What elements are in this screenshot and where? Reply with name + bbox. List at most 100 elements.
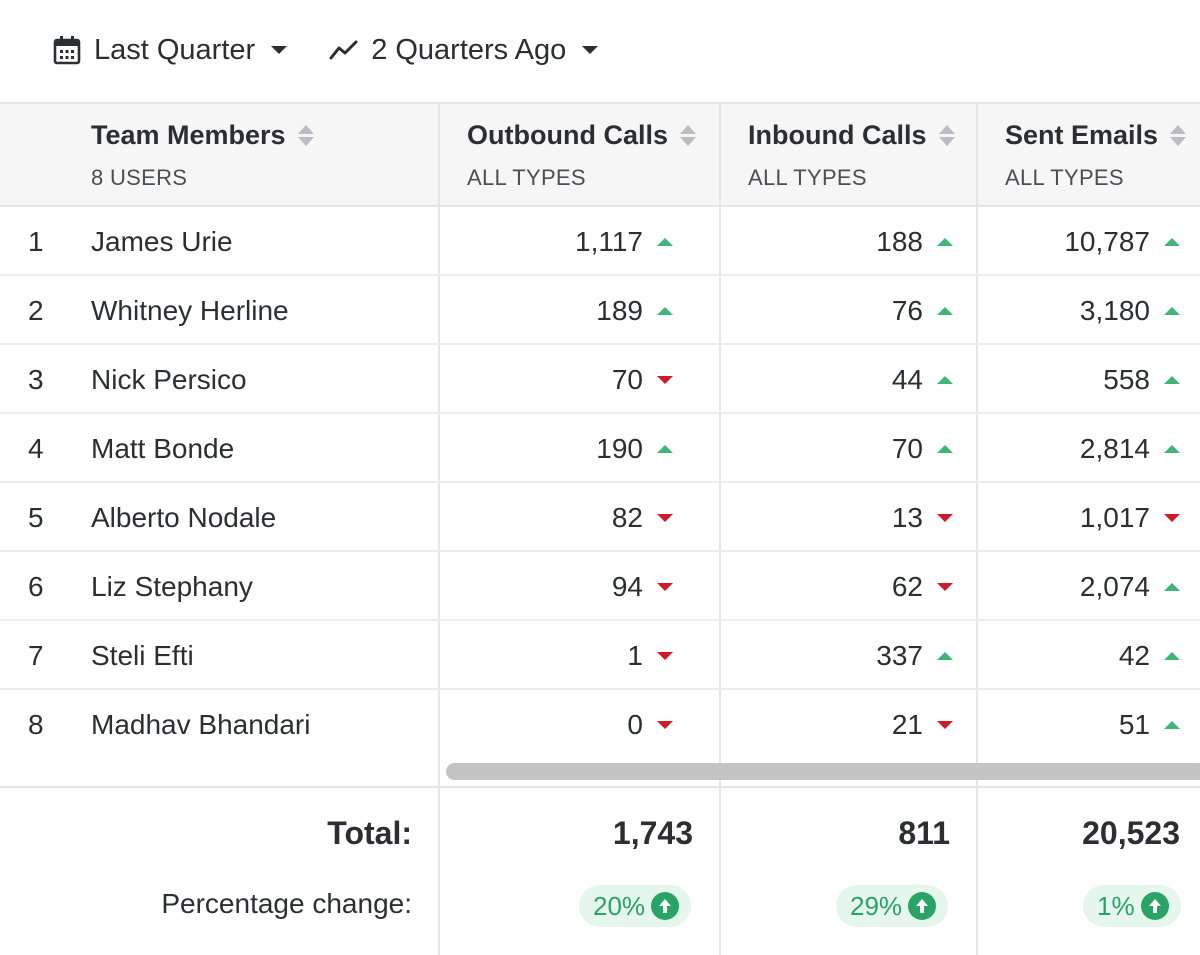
sort-icon[interactable]	[938, 125, 955, 146]
team-member-name[interactable]: James Urie	[91, 226, 233, 257]
outbound-cell: 1	[627, 621, 673, 690]
row-rank: 8	[28, 709, 44, 740]
team-member-name[interactable]: Liz Stephany	[91, 571, 253, 602]
outbound-value: 1,117	[575, 225, 643, 257]
emails-cell: 3,180	[1080, 276, 1180, 345]
trend-up-icon	[937, 306, 953, 315]
outbound-value: 189	[596, 294, 643, 326]
team-member-name[interactable]: Matt Bonde	[91, 433, 235, 464]
emails-value: 558	[1103, 363, 1150, 395]
emails-cell: 2,814	[1080, 414, 1180, 483]
team-member-name[interactable]: Steli Efti	[91, 640, 194, 671]
emails-cell: 2,074	[1080, 552, 1180, 621]
trend-up-icon	[1164, 306, 1180, 315]
sort-icon[interactable]	[297, 125, 314, 146]
emails-cell: 1,017	[1080, 483, 1180, 552]
trend-up-icon	[1164, 651, 1180, 660]
trend-line-icon	[329, 35, 359, 65]
inbound-cell: 62	[892, 552, 953, 621]
emails-value: 2,074	[1079, 570, 1150, 602]
row-rank: 3	[28, 364, 44, 395]
column-sent-emails[interactable]: Sent Emails ALL TYPES	[1005, 120, 1187, 191]
outbound-value: 1	[627, 639, 643, 671]
trend-up-icon	[657, 306, 673, 315]
total-label: Total:	[327, 815, 412, 851]
inbound-value: 76	[891, 294, 923, 326]
table-row[interactable]: 3 Nick Persico 70 44 558	[0, 345, 1200, 414]
pct-value: 29%	[850, 890, 903, 921]
period-filter-label: Last Quarter	[94, 33, 256, 66]
emails-value: 42	[1118, 639, 1150, 671]
inbound-value: 13	[891, 501, 923, 533]
emails-cell: 51	[1119, 690, 1180, 759]
trend-up-icon	[937, 444, 953, 453]
outbound-value: 82	[611, 501, 643, 533]
compare-filter[interactable]: 2 Quarters Ago	[329, 34, 599, 67]
inbound-value: 21	[891, 708, 923, 740]
row-rank: 5	[28, 502, 44, 533]
trend-up-icon	[937, 651, 953, 660]
period-filter[interactable]: Last Quarter	[52, 33, 288, 67]
emails-value: 1,017	[1079, 501, 1150, 533]
pct-badge-outbound: 20%	[579, 885, 692, 927]
table-row[interactable]: 5 Alberto Nodale 82 13 1,017	[0, 483, 1200, 552]
column-inbound-calls[interactable]: Inbound Calls ALL TYPES	[748, 120, 955, 191]
table-row[interactable]: 1 James Urie 1,117 188 10,787	[0, 207, 1200, 276]
trend-down-icon	[657, 513, 673, 522]
table-row[interactable]: 7 Steli Efti 1 337 42	[0, 621, 1200, 690]
horizontal-scrollbar[interactable]	[446, 763, 1200, 780]
outbound-cell: 189	[596, 276, 673, 345]
table-row[interactable]: 4 Matt Bonde 190 70 2,814	[0, 414, 1200, 483]
column-title: Outbound Calls	[467, 120, 668, 150]
table-header: Team Members 8 USERS Outbound Calls ALL …	[0, 102, 1200, 207]
outbound-value: 0	[627, 708, 643, 740]
trend-down-icon	[657, 375, 673, 384]
team-member-name[interactable]: Whitney Herline	[91, 295, 289, 326]
column-team-members[interactable]: Team Members 8 USERS	[91, 120, 314, 191]
trend-up-icon	[1164, 720, 1180, 729]
trend-down-icon	[1164, 513, 1180, 522]
arrow-up-circle-icon	[908, 892, 937, 920]
inbound-value: 337	[876, 639, 923, 671]
table-row[interactable]: 8 Madhav Bhandari 0 21 51	[0, 690, 1200, 759]
table-row[interactable]: 2 Whitney Herline 189 76 3,180	[0, 276, 1200, 345]
column-subtitle: ALL TYPES	[467, 165, 586, 190]
column-divider	[719, 102, 721, 955]
total-outbound: 1,743	[612, 815, 693, 851]
table-row[interactable]: 6 Liz Stephany 94 62 2,074	[0, 552, 1200, 621]
emails-value: 51	[1118, 708, 1150, 740]
trend-down-icon	[657, 720, 673, 729]
emails-value: 2,814	[1079, 432, 1150, 464]
column-subtitle: ALL TYPES	[748, 165, 867, 190]
inbound-value: 44	[891, 363, 923, 395]
outbound-value: 190	[596, 432, 643, 464]
outbound-cell: 0	[627, 690, 673, 759]
sort-icon[interactable]	[1170, 125, 1187, 146]
trend-up-icon	[1164, 237, 1180, 246]
row-rank: 4	[28, 433, 44, 464]
team-member-name[interactable]: Nick Persico	[91, 364, 247, 395]
outbound-cell: 82	[612, 483, 673, 552]
outbound-cell: 190	[596, 414, 673, 483]
team-member-name[interactable]: Madhav Bhandari	[91, 709, 311, 740]
row-rank: 1	[28, 226, 44, 257]
inbound-cell: 13	[892, 483, 953, 552]
pct-value: 20%	[593, 890, 646, 921]
team-member-name[interactable]: Alberto Nodale	[91, 502, 277, 533]
sort-icon[interactable]	[679, 125, 696, 146]
pct-badge-inbound: 29%	[836, 885, 949, 927]
column-outbound-calls[interactable]: Outbound Calls ALL TYPES	[467, 120, 696, 191]
total-emails: 20,523	[1082, 815, 1180, 851]
inbound-value: 62	[891, 570, 923, 602]
footer-divider	[0, 786, 1200, 788]
column-subtitle: ALL TYPES	[1005, 165, 1124, 190]
trend-down-icon	[937, 582, 953, 591]
row-rank: 6	[28, 571, 44, 602]
outbound-cell: 94	[612, 552, 673, 621]
trend-up-icon	[1164, 582, 1180, 591]
trend-up-icon	[657, 444, 673, 453]
inbound-cell: 70	[892, 414, 953, 483]
inbound-cell: 21	[892, 690, 953, 759]
arrow-up-circle-icon	[651, 892, 680, 920]
inbound-cell: 76	[892, 276, 953, 345]
